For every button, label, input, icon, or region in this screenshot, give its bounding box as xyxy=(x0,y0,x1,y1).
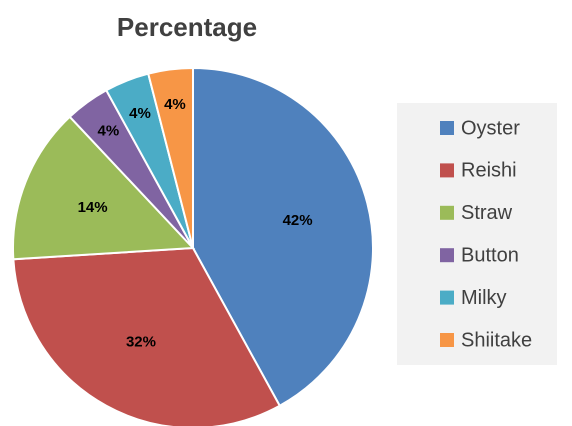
legend-label: Straw xyxy=(461,202,513,224)
slice-label: 42% xyxy=(283,212,313,229)
chart-title: Percentage xyxy=(117,12,257,42)
pie-slice xyxy=(147,66,194,249)
pie-slice xyxy=(192,66,374,408)
legend-swatch xyxy=(440,290,454,305)
legend-label: Oyster xyxy=(461,117,520,139)
legend-label: Button xyxy=(461,244,519,266)
pie-slice xyxy=(12,246,282,426)
slice-label: 32% xyxy=(126,334,156,351)
slice-label: 4% xyxy=(164,96,186,113)
slice-label: 4% xyxy=(98,122,120,139)
legend-swatch xyxy=(440,248,454,263)
legend-label: Milky xyxy=(461,287,507,309)
legend-label: Shiitake xyxy=(461,329,532,351)
legend-swatch xyxy=(440,333,454,347)
slice-label: 4% xyxy=(129,105,151,122)
legend-label: Reishi xyxy=(461,160,517,182)
legend-swatch xyxy=(440,205,454,220)
legend-swatch xyxy=(440,163,454,178)
legend-swatch xyxy=(440,121,454,135)
slice-label: 14% xyxy=(78,199,108,216)
legend-box xyxy=(397,103,557,365)
pie-slice xyxy=(12,115,196,261)
